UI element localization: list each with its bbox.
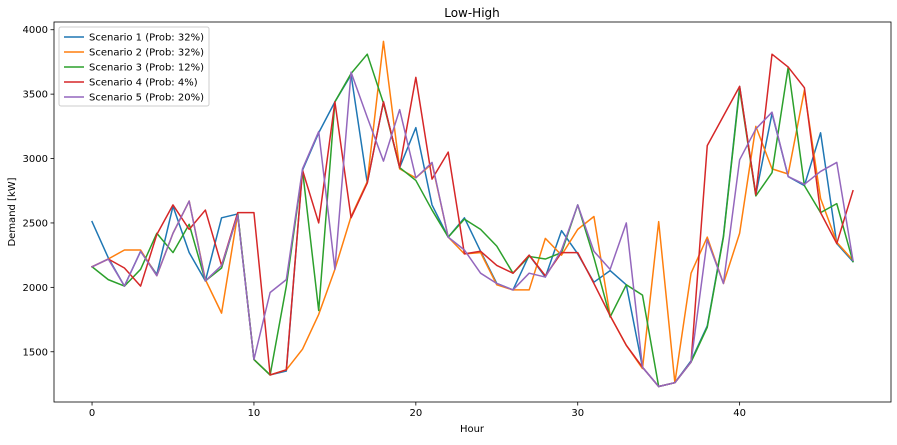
y-tick-label: 2500 — [23, 218, 48, 229]
y-tick-label: 1500 — [23, 347, 48, 358]
y-tick-label: 3500 — [23, 90, 48, 101]
legend-label-3: Scenario 3 (Prob: 12%) — [89, 63, 204, 74]
legend-label-1: Scenario 1 (Prob: 32%) — [89, 33, 204, 44]
y-tick-label: 2000 — [23, 283, 48, 294]
legend-label-5: Scenario 5 (Prob: 20%) — [89, 93, 204, 104]
x-axis-label: Hour — [460, 424, 485, 435]
x-tick-label: 40 — [733, 408, 746, 419]
series-line-4 — [91, 53, 854, 388]
x-axis-ticks: 0 10 20 30 40 — [89, 402, 746, 419]
legend-label-4: Scenario 4 (Prob: 4%) — [89, 78, 198, 89]
legend-items: Scenario 1 (Prob: 32%) Scenario 2 (Prob: … — [64, 33, 204, 104]
series-layer — [90, 40, 855, 388]
chart-title: Low-High — [444, 6, 500, 20]
series-line-5 — [91, 71, 854, 388]
series-line-3 — [90, 53, 854, 388]
y-axis-label: Demand [kW] — [7, 177, 18, 246]
x-tick-label: 0 — [89, 408, 95, 419]
legend-box — [58, 26, 210, 107]
x-tick-label: 20 — [409, 408, 422, 419]
y-tick-label: 3000 — [23, 154, 48, 165]
legend: Scenario 1 (Prob: 32%) Scenario 2 (Prob: … — [58, 26, 210, 107]
legend-label-2: Scenario 2 (Prob: 32%) — [89, 48, 204, 59]
y-axis-ticks: 1500 2000 2500 3000 3500 4000 — [23, 25, 54, 358]
y-tick-label: 4000 — [23, 25, 48, 36]
x-tick-label: 30 — [571, 408, 584, 419]
x-tick-label: 10 — [248, 408, 261, 419]
